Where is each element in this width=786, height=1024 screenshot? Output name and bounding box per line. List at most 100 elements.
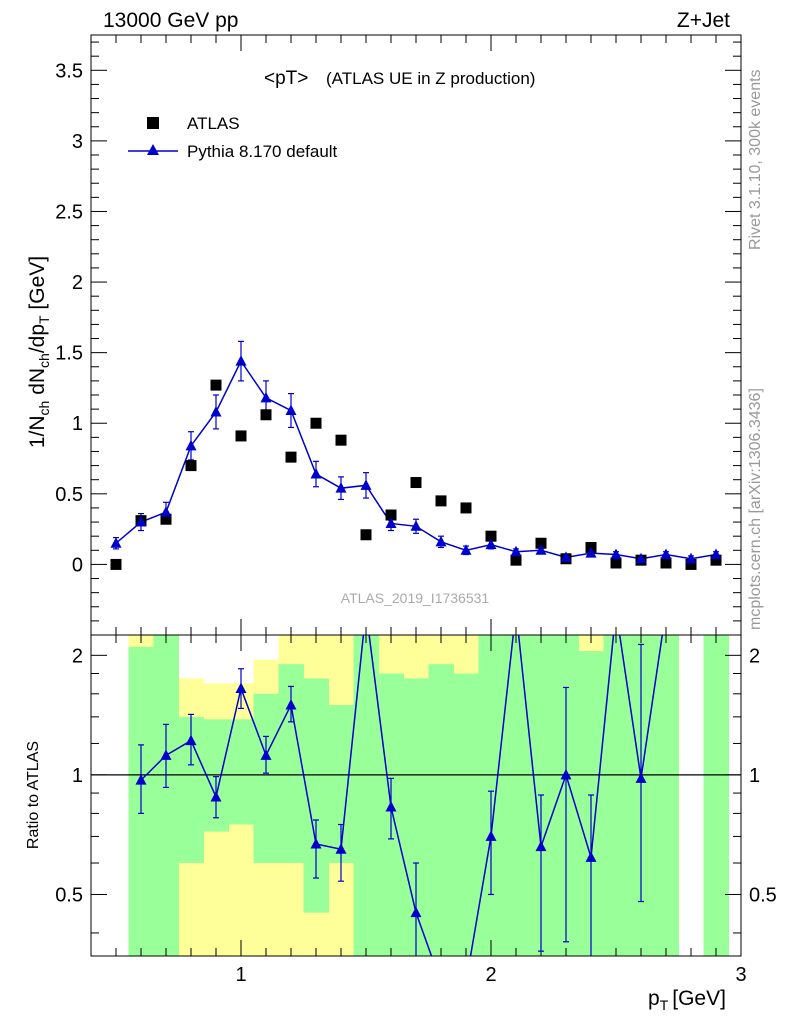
pythia-point xyxy=(110,537,122,548)
atlas-point xyxy=(285,451,297,463)
x-tick-label: 3 xyxy=(735,964,746,986)
y-tick-label: 0 xyxy=(72,554,83,576)
uncertainty-band-green xyxy=(453,673,479,956)
atlas-point xyxy=(210,379,222,391)
pythia-point xyxy=(435,535,447,547)
ratio-point xyxy=(535,840,547,852)
pythia-point xyxy=(710,548,722,560)
y-tick-label: 1 xyxy=(72,413,83,435)
pythia-point xyxy=(310,468,322,479)
uncertainty-band-green xyxy=(253,693,279,864)
atlas-point xyxy=(360,529,372,541)
atlas-point xyxy=(535,537,547,549)
atlas-point xyxy=(185,460,197,472)
y-tick-label: 0.5 xyxy=(55,484,83,506)
ratio-point xyxy=(135,774,147,785)
pythia-point xyxy=(260,391,272,403)
pythia-point xyxy=(485,538,497,550)
pythia-point xyxy=(185,439,197,451)
ratio-plot-panel: 0.5 0.5 1 1 2 2 1 2 3 xyxy=(55,634,777,986)
pythia-point xyxy=(210,405,222,417)
uncertainty-band-green xyxy=(228,719,254,825)
ratio-point xyxy=(485,830,497,841)
main-plot-series xyxy=(110,340,722,570)
ratio-point xyxy=(585,851,597,862)
x-axis-label-sub: T xyxy=(660,997,669,1013)
pythia-point xyxy=(660,548,672,560)
ratio-y-tick-label-right: 1 xyxy=(749,765,760,787)
uncertainty-band-green xyxy=(603,635,629,956)
pythia-point xyxy=(410,520,422,531)
legend-pythia-label: Pythia 8.170 default xyxy=(187,142,338,161)
y-tick-label: 3.5 xyxy=(55,60,83,82)
atlas-point xyxy=(485,530,497,542)
legend: ATLAS Pythia 8.170 default xyxy=(128,114,338,161)
atlas-point xyxy=(260,409,272,421)
pythia-point xyxy=(460,544,472,555)
pythia-point xyxy=(285,404,297,416)
ratio-y-tick-label: 2 xyxy=(72,645,83,667)
ratio-point xyxy=(160,749,172,760)
ratio-y-tick-label-right: 2 xyxy=(749,645,760,667)
ratio-point xyxy=(560,768,572,780)
svg-text:1/Nch dNch/dpT [GeV]: 1/Nch dNch/dpT [GeV] xyxy=(26,256,52,448)
legend-pythia-marker xyxy=(147,144,159,155)
ratio-y-tick-label-right: 0.5 xyxy=(749,884,777,906)
y-tick-label: 1.5 xyxy=(55,343,83,365)
y-tick-label: 2.5 xyxy=(55,201,83,223)
ratio-point xyxy=(335,843,347,854)
legend-atlas-marker xyxy=(147,117,159,129)
uncertainty-band-green xyxy=(653,635,679,956)
plot-title: <pT> xyxy=(264,68,308,89)
pythia-point xyxy=(385,517,397,528)
uncertainty-band-green xyxy=(428,664,454,956)
x-tick-label: 2 xyxy=(485,964,496,986)
atlas-point xyxy=(335,434,347,446)
pythia-point xyxy=(160,506,172,517)
plot-subtitle: (ATLAS UE in Z production) xyxy=(326,69,535,88)
pythia-point xyxy=(560,551,572,562)
ratio-line xyxy=(140,635,664,956)
main-plot-panel: 0 0.5 1 1.5 2 2.5 3 3.5 xyxy=(55,34,742,636)
pythia-point xyxy=(135,516,147,527)
ratio-point xyxy=(185,734,197,746)
atlas-point xyxy=(385,509,397,521)
x-axis-label: pT [GeV] xyxy=(648,987,726,1013)
atlas-point xyxy=(660,557,672,569)
rivet-label: Rivet 3.1.10, 300k events xyxy=(747,69,764,250)
y-axis-label: 1/Nch dNch/dpT [GeV] xyxy=(26,256,52,448)
legend-atlas-label: ATLAS xyxy=(187,114,240,133)
pythia-point xyxy=(235,355,247,366)
atlas-point xyxy=(235,430,247,442)
atlas-point xyxy=(410,477,422,489)
x-axis-label-main: p xyxy=(648,987,660,1010)
pythia-point xyxy=(510,545,522,557)
ratio-point xyxy=(310,837,322,849)
pythia-point xyxy=(585,547,597,558)
pythia-point xyxy=(635,552,647,564)
header-right: Z+Jet xyxy=(677,9,730,32)
atlas-point xyxy=(310,417,322,429)
uncertainty-band-green xyxy=(703,635,729,956)
y-tick-label: 2 xyxy=(72,272,83,294)
pythia-point xyxy=(535,544,547,555)
uncertainty-band-green xyxy=(153,635,179,956)
x-axis-label-unit: [GeV] xyxy=(672,987,726,1010)
atlas-point xyxy=(610,557,622,569)
header-left: 13000 GeV pp xyxy=(103,9,238,32)
mcplots-label: mcplots.cern.ch [arXiv:1306.3436] xyxy=(747,388,764,630)
ratio-series xyxy=(135,635,664,956)
ratio-point xyxy=(210,790,222,802)
atlas-point xyxy=(710,554,722,566)
atlas-point xyxy=(435,495,447,507)
analysis-watermark: ATLAS_2019_I1736531 xyxy=(341,590,490,606)
pythia-point xyxy=(610,548,622,560)
pythia-point xyxy=(335,482,347,493)
pythia-point xyxy=(685,552,697,564)
ratio-point xyxy=(410,906,422,918)
pythia-point xyxy=(360,479,372,490)
ratio-bands xyxy=(128,635,729,956)
atlas-point xyxy=(160,513,172,525)
ratio-y-tick-label: 1 xyxy=(72,765,83,787)
